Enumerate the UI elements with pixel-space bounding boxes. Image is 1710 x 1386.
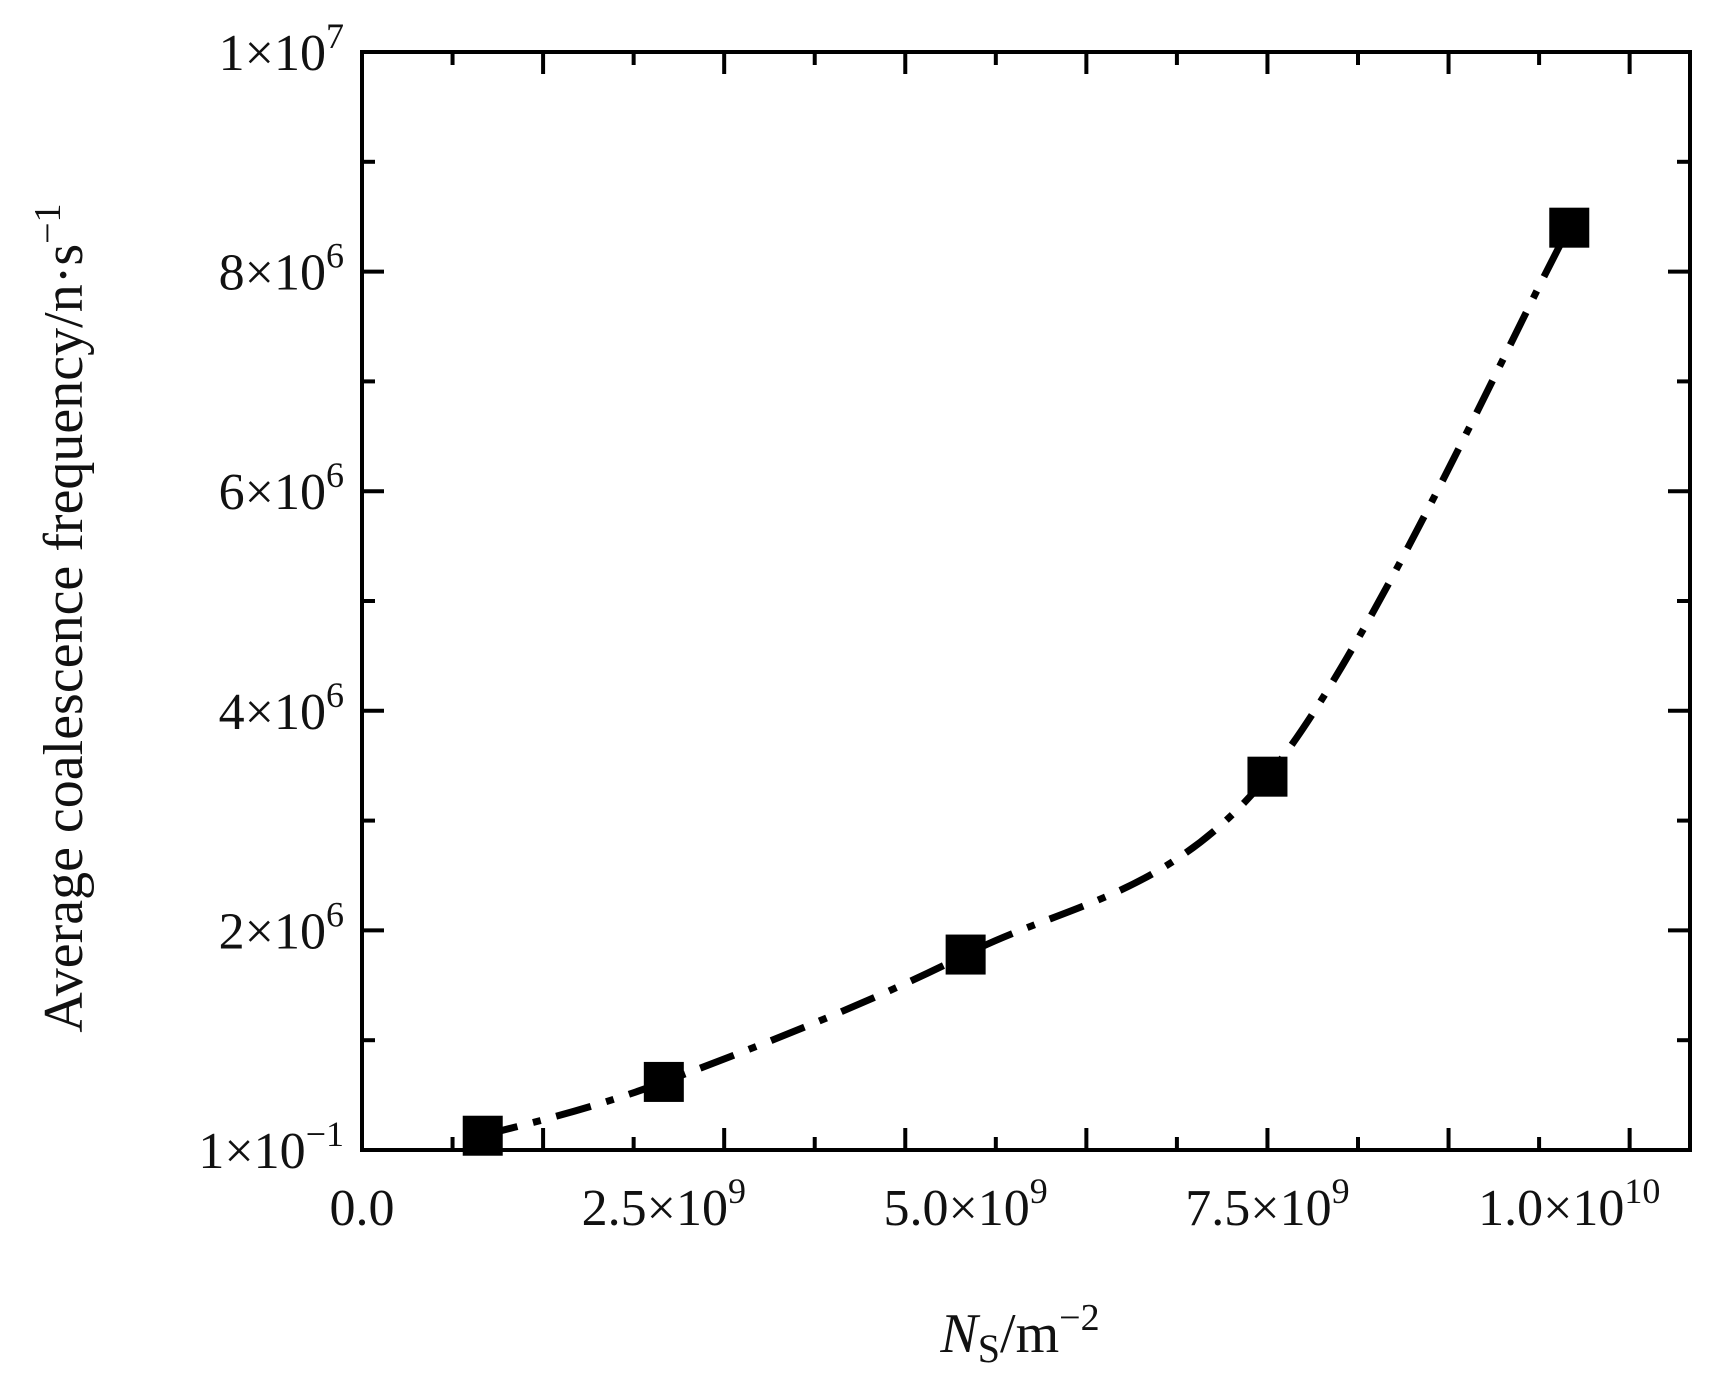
x-tick-label: 2.5×109 [582,1171,746,1237]
x-axis-title: NS/m−2 [939,1297,1099,1371]
data-point-marker [462,1115,503,1156]
y-tick-label: 8×106 [219,236,344,302]
series-line [481,225,1573,1140]
x-tick-label: 7.5×109 [1185,1171,1349,1237]
data-point-marker [1247,756,1288,797]
x-tick-label: 1.0×1010 [1478,1171,1660,1237]
y-axis-title: Average coalescence frequency/n·s−1 [27,203,95,1032]
plot-frame [360,50,1692,1152]
data-series [462,207,1590,1156]
data-point-marker [945,934,986,975]
x-tick-label: 5.0×109 [883,1171,1047,1237]
plot-axes: 0.0 2.5×109 5.0×109 7.5×109 1.0×1010 1×10−1 2×… [198,16,1692,1237]
data-point-marker [643,1061,684,1102]
y-tick-label: 6×106 [219,455,344,521]
x-tick-label: 0.0 [330,1180,395,1237]
y-tick-label: 1×10−1 [198,1114,344,1180]
data-point-marker [1549,207,1590,248]
axis-labels: NS/m−2 Average coalescence frequency/n·s… [27,203,1100,1371]
y-tick-label: 2×106 [219,894,344,960]
y-tick-label: 1×107 [219,16,344,82]
y-tick-label: 4×106 [219,675,344,741]
